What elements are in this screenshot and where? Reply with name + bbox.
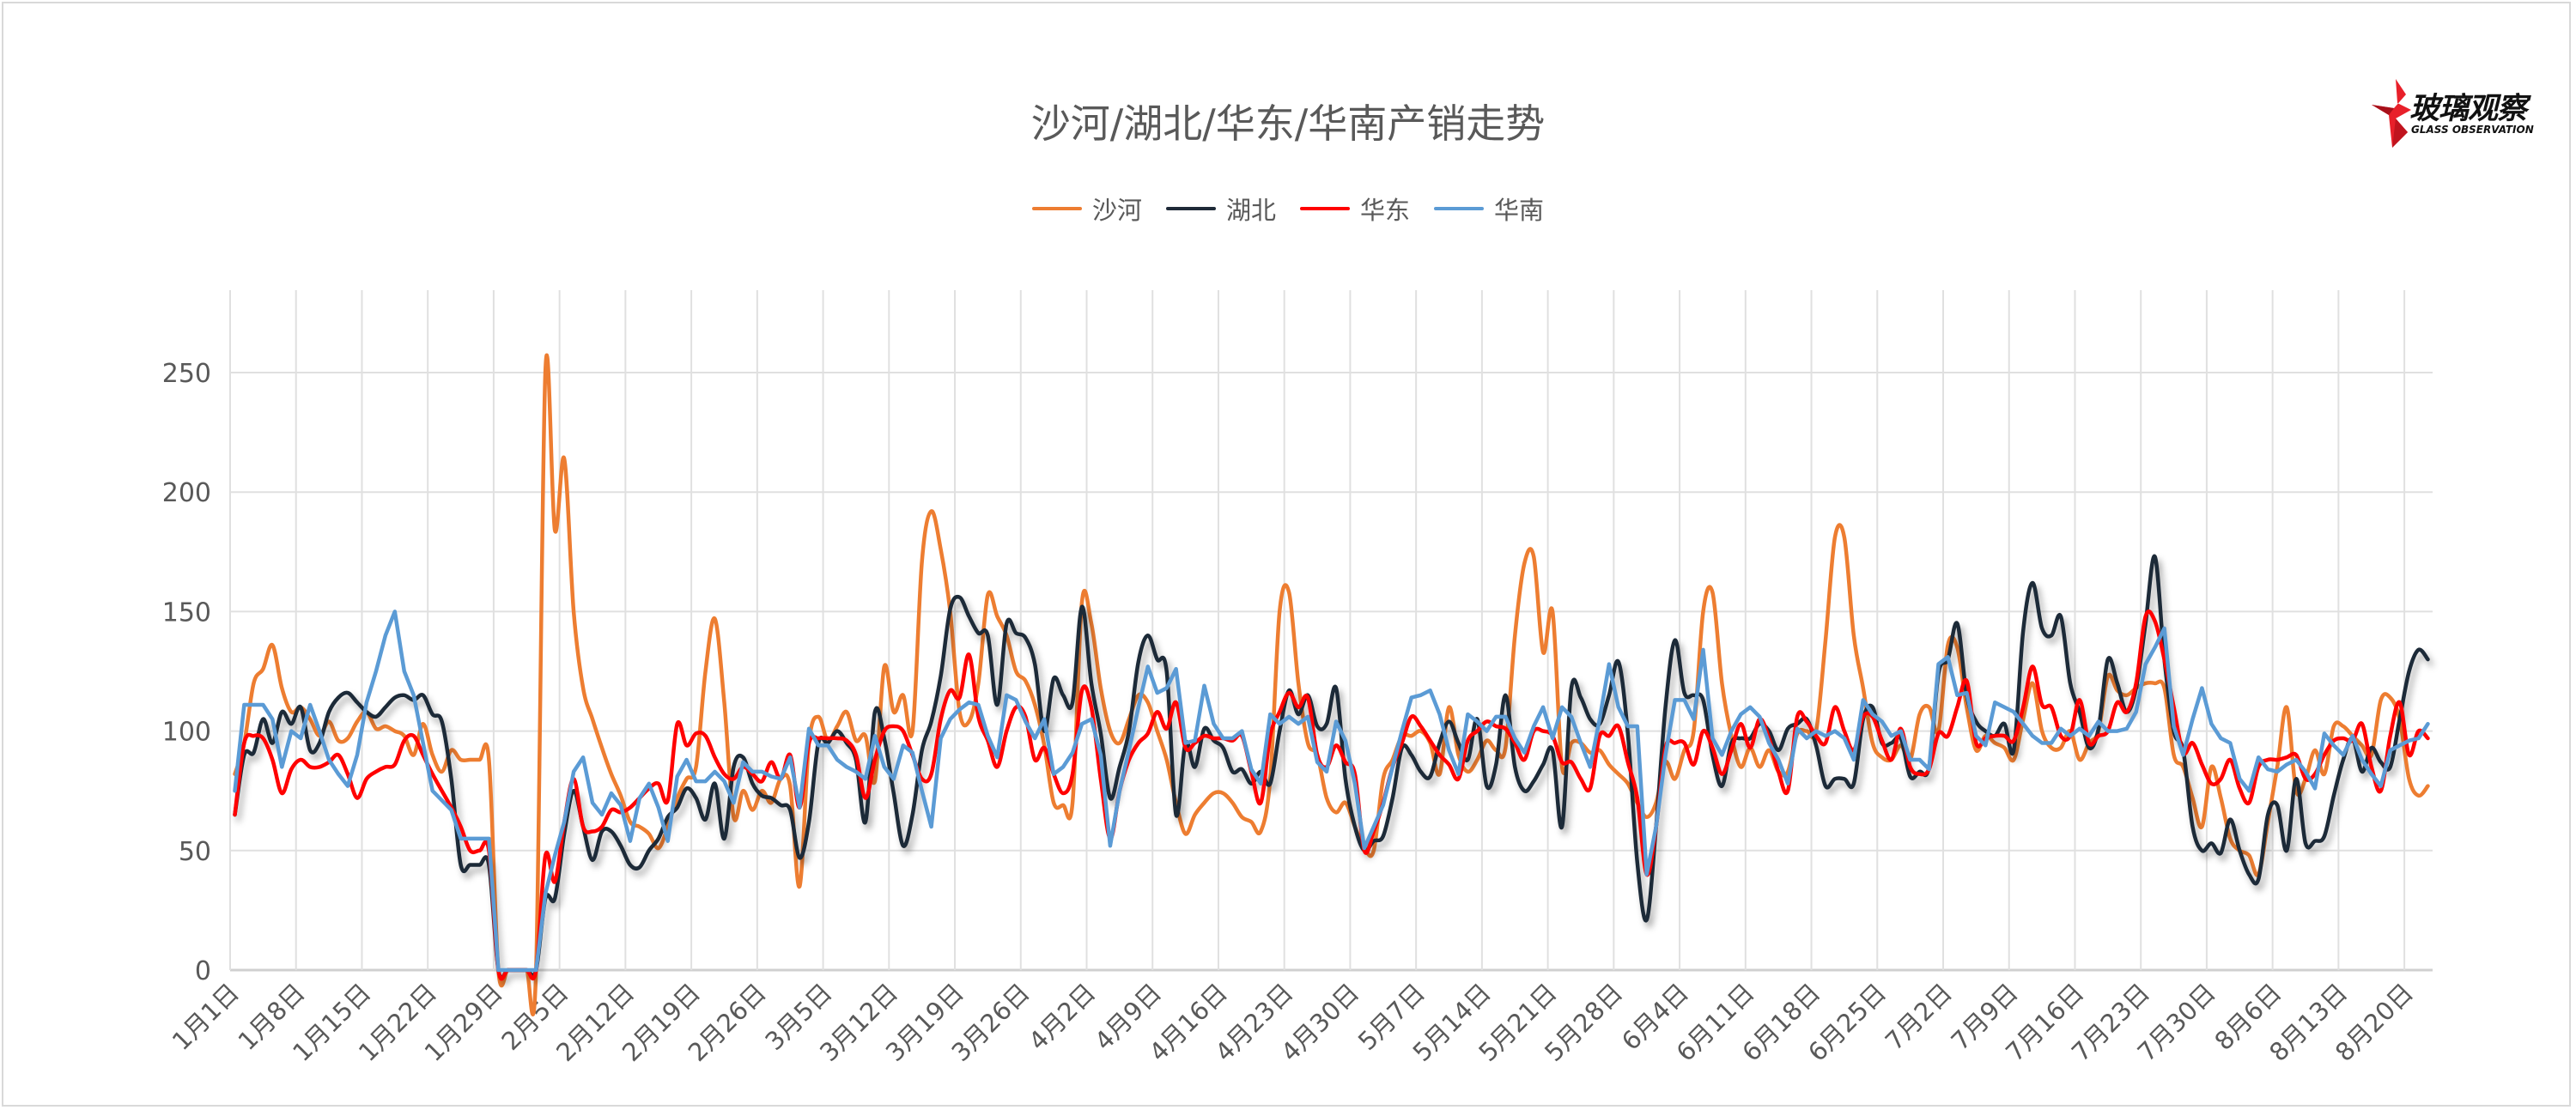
x-tick-label: 1月1日	[167, 978, 245, 1056]
series-line-hubei	[233, 554, 2430, 980]
legend-item-huadong[interactable]: 华东	[1300, 191, 1410, 227]
y-tick-label: 200	[162, 478, 211, 508]
x-tick-label: 4月2日	[1023, 978, 1101, 1056]
logo: 玻璃观察 GLASS OBSERVATION	[2372, 79, 2543, 156]
y-tick-label: 100	[162, 718, 211, 748]
legend-label-huanan: 华南	[1494, 196, 1545, 225]
series-line-huadong	[233, 609, 2430, 981]
legend-swatch-shahe	[1031, 207, 1082, 210]
chart-title: 沙河/湖北/华东/华南产销走势	[1030, 100, 1546, 147]
logo-text-cn: 玻璃观察	[2409, 92, 2527, 126]
series-lines	[233, 353, 2430, 1016]
legend-label-shahe: 沙河	[1091, 196, 1142, 225]
legend-swatch-hubei	[1165, 207, 1216, 210]
legend: 沙河 湖北 华东 华南	[0, 191, 2576, 227]
legend-label-huadong: 华东	[1360, 196, 1411, 225]
legend-item-huanan[interactable]: 华南	[1434, 191, 1544, 227]
legend-swatch-huadong	[1300, 207, 1350, 210]
legend-swatch-huanan	[1434, 207, 1485, 210]
x-tick-label: 7月2日	[1880, 978, 1958, 1056]
gridlines	[229, 290, 2433, 972]
y-tick-label: 150	[162, 597, 211, 628]
y-axis-labels: 0 50 100 150 200 250	[162, 359, 211, 986]
y-tick-label: 0	[195, 956, 211, 986]
series-line-huanan	[233, 610, 2430, 973]
x-axis-labels: 1月1日1月8日1月15日1月22日1月29日2月5日2月12日2月19日2月2…	[167, 978, 2419, 1067]
logo-text-en: GLASS OBSERVATION	[2411, 124, 2534, 136]
legend-item-shahe[interactable]: 沙河	[1031, 191, 1142, 227]
legend-item-hubei[interactable]: 湖北	[1165, 191, 1276, 227]
y-tick-label: 50	[179, 837, 211, 867]
legend-label-hubei: 湖北	[1225, 196, 1276, 225]
y-tick-label: 250	[162, 359, 211, 389]
series-line-shahe	[233, 353, 2430, 1016]
logo-star-icon	[2372, 79, 2411, 148]
